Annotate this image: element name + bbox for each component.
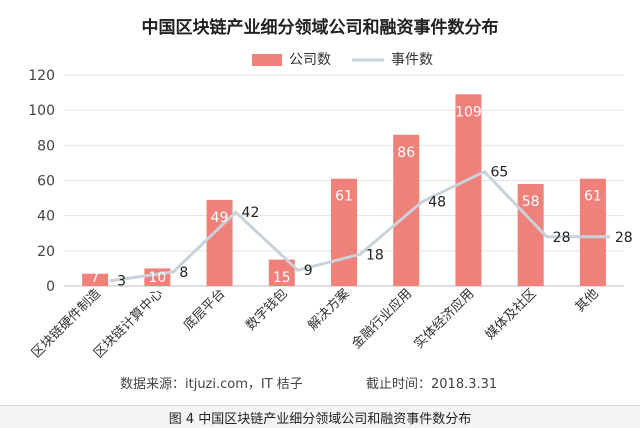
line-point: [171, 270, 175, 274]
bar-value-label: 7: [91, 270, 100, 286]
y-tick-label: 0: [46, 279, 55, 295]
bar-value-label: 15: [273, 270, 291, 286]
deadline-note: 截止时间：2018.3.31: [366, 377, 497, 392]
line-value-label: 18: [366, 247, 384, 263]
line-point: [296, 268, 300, 272]
bar-value-label: 61: [335, 189, 353, 205]
chart-canvas: 中国区块链产业细分领域公司和融资事件数分布 公司数 事件数 0 20 40 60 80 1…: [28, 17, 633, 392]
figure-caption: 图 4 中国区块链产业细分领域公司和融资事件数分布: [168, 412, 472, 427]
line-value-label: 28: [615, 230, 633, 246]
line-point: [420, 200, 424, 204]
line-value-label: 28: [553, 230, 571, 246]
y-tick-label: 100: [28, 103, 55, 119]
bar: [206, 199, 233, 286]
bar-value-label: 58: [522, 194, 540, 210]
chart-legend: 公司数 事件数: [252, 52, 433, 68]
bar-value-label: 61: [584, 189, 602, 205]
bar-value-label: 86: [397, 145, 415, 161]
line-point: [607, 235, 611, 239]
bar-series: [82, 94, 606, 286]
legend-label-events: 事件数: [391, 52, 433, 68]
bar-value-label: 109: [455, 104, 482, 120]
line-value-label: 42: [242, 205, 260, 221]
line-point: [358, 252, 362, 256]
bar: [82, 273, 109, 286]
bar-value-label: 10: [148, 270, 166, 286]
line-point: [234, 210, 238, 214]
line-series: [109, 170, 611, 283]
source-note: 数据来源：itjuzi.com，IT 桔子: [120, 377, 303, 392]
line-value-label: 65: [490, 165, 508, 181]
line-point: [545, 235, 549, 239]
y-tick-label: 80: [37, 138, 55, 154]
y-tick-label: 40: [37, 209, 55, 225]
y-tick-label: 20: [37, 244, 55, 260]
caption-band: [0, 405, 640, 428]
bar: [579, 178, 606, 286]
data-labels: 7 10 49 15 61 86 109 58 61 3 8 42 9 18 48 65 28 28: [91, 104, 633, 289]
chart-title: 中国区块链产业细分领域公司和融资事件数分布: [142, 17, 499, 38]
bar: [331, 178, 357, 286]
line-value-label: 8: [179, 265, 188, 281]
line-value-label: 48: [428, 195, 446, 211]
bar: [517, 184, 544, 286]
bar-value-label: 49: [211, 210, 229, 226]
bar: [393, 134, 420, 286]
line-value-label: 9: [304, 263, 313, 279]
bar: [455, 94, 482, 286]
legend-label-companies: 公司数: [289, 52, 331, 68]
line-point: [482, 170, 486, 174]
line-point: [109, 279, 113, 283]
legend-swatch-companies: [252, 54, 282, 66]
y-tick-label: 120: [28, 68, 55, 84]
line-value-label: 3: [117, 274, 126, 290]
y-tick-label: 60: [37, 174, 55, 190]
